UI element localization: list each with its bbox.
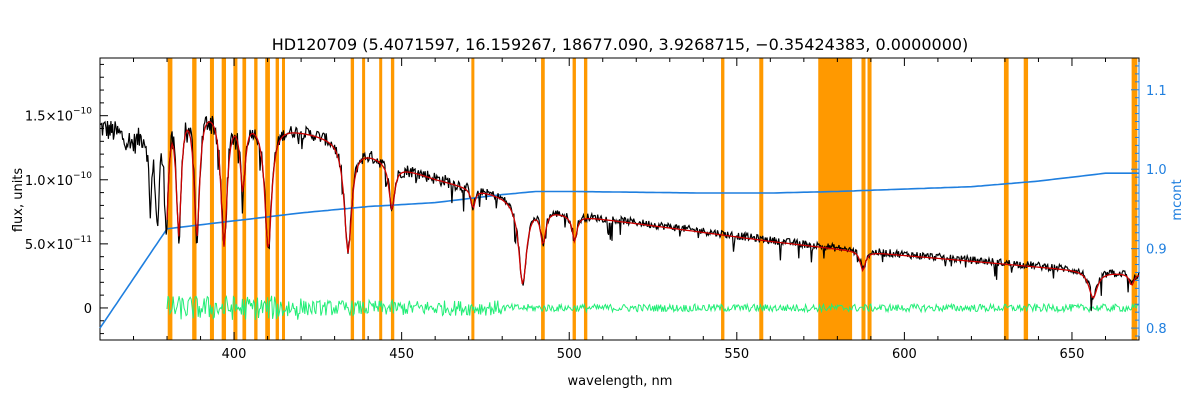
masked-bands [167,58,1138,340]
x-tick-label: 600 [892,347,917,362]
y2-axis-label: mcont [1170,179,1185,220]
x-axis-label: wavelength, nm [568,374,673,389]
masked-band [379,58,383,340]
x-tick-label: 450 [389,347,414,362]
y-tick-label: 1.5×10−10 [25,107,92,125]
masked-band [275,58,279,340]
masked-band [867,58,872,340]
y-tick-label: 1.0×10−10 [25,171,92,189]
plot-frame [99,57,1140,341]
y-ticks: 0 5.0×10−11 1.0×10−10 1.5×10−10 [25,63,108,335]
x-tick-label: 650 [1060,347,1085,362]
masked-band [281,58,286,340]
masked-band [1003,58,1009,340]
y-axis-label: flux, units [11,168,26,233]
masked-band [583,58,588,340]
masked-band [471,58,475,340]
masked-band [167,58,173,340]
masked-band [1131,58,1138,340]
masked-band [861,58,866,340]
x-tick-label: 400 [222,347,247,362]
masked-band [721,58,725,340]
y2-tick-label: 1.0 [1146,163,1167,178]
y-tick-label: 5.0×10−11 [25,235,92,253]
masked-band [572,58,576,340]
y2-tick-label: 1.1 [1146,84,1167,99]
masked-band [362,58,366,340]
mcont-line [99,172,1139,329]
x-ticks: 400 450 500 550 600 650 [99,58,1140,362]
masked-band [265,58,270,340]
masked-band [221,58,227,340]
masked-band [254,58,258,340]
model-spectrum-line [166,121,1140,299]
masked-band [242,58,247,340]
masked-band [1023,58,1029,340]
x-tick-label: 500 [557,347,582,362]
residuals-group [166,294,1139,320]
x-tick-label: 550 [724,347,749,362]
masked-band [233,58,238,340]
masked-band [759,58,764,340]
chart-title: HD120709 (5.4071597, 16.159267, 18677.09… [272,35,969,54]
masked-band [541,58,545,340]
mcont-curve-group [99,172,1139,329]
masked-band [818,58,853,340]
y2-tick-label: 0.8 [1146,322,1167,337]
masked-band [209,58,214,340]
model-spectrum-group [166,121,1140,299]
y2-tick-label: 0.9 [1146,243,1167,258]
y2-ticks: 0.8 0.9 1.0 1.1 [1131,65,1167,337]
y-tick-label: 0 [84,302,92,317]
residual-line [166,294,1139,320]
masked-band [390,58,395,340]
